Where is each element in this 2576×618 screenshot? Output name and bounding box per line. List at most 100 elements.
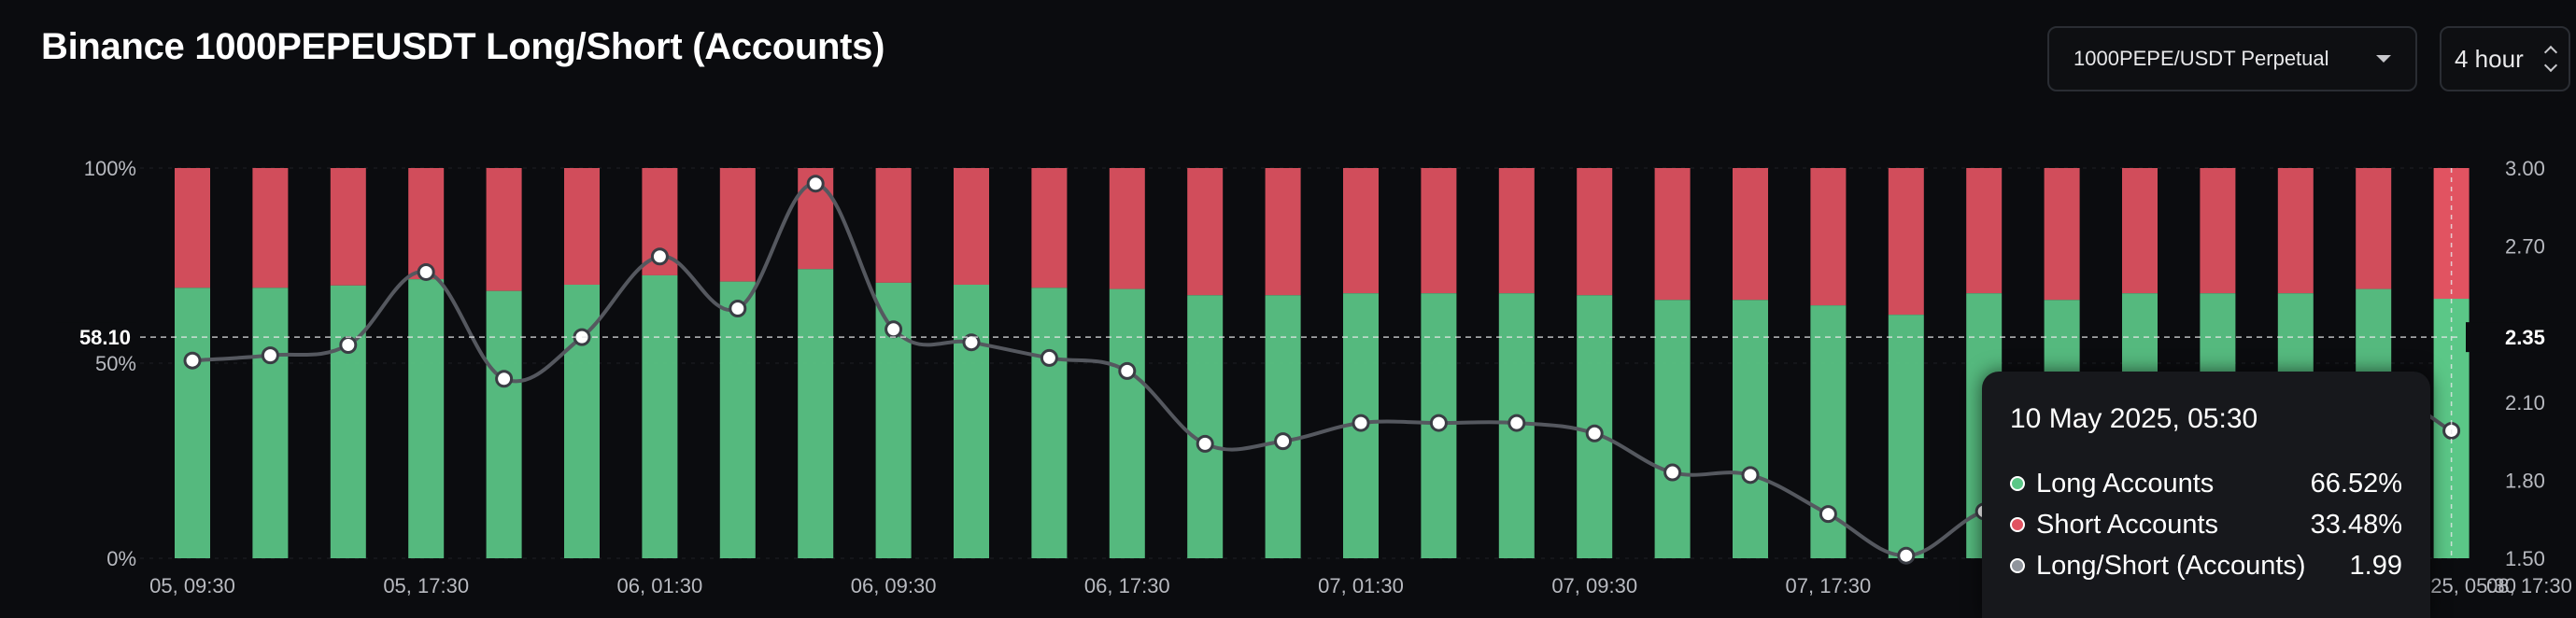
page-title: Binance 1000PEPEUSDT Long/Short (Account… <box>41 26 885 67</box>
short-bar <box>1031 168 1068 288</box>
long-bar <box>330 285 366 558</box>
short-bar <box>2200 168 2236 294</box>
short-bar <box>1577 168 1613 296</box>
ratio-point <box>806 175 825 193</box>
long-bar <box>486 290 522 558</box>
x-tick-label: 08, 17:30 <box>2486 574 2572 597</box>
ratio-point <box>1352 414 1370 432</box>
short-dot-icon <box>2010 517 2025 532</box>
tooltip-row-long: Long Accounts 66.52% <box>2010 463 2402 504</box>
x-tick-label: 07, 01:30 <box>1318 574 1404 597</box>
long-dot-icon <box>2010 476 2025 491</box>
tooltip-date: 10 May 2025, 05:30 <box>2010 403 2258 434</box>
chart-tooltip: 10 May 2025, 05:30 Long Accounts 66.52% … <box>1982 372 2430 618</box>
long-bar <box>1888 315 1924 558</box>
tooltip-long-label: Long Accounts <box>2036 468 2215 499</box>
x-tick-label: 06, 17:30 <box>1084 574 1170 597</box>
long-bar <box>1654 300 1691 558</box>
symbol-select-value: 1000PEPE/USDT Perpetual <box>2074 47 2329 70</box>
short-bar <box>1265 168 1301 296</box>
ratio-point <box>417 262 435 281</box>
short-bar <box>1498 168 1535 294</box>
ratio-point <box>1741 466 1760 485</box>
symbol-select[interactable]: 1000PEPE/USDT Perpetual <box>2047 26 2417 91</box>
long-bar <box>1733 300 1768 558</box>
ratio-dot-icon <box>2010 558 2025 573</box>
chevron-down-icon <box>2376 55 2391 63</box>
right-tick-label: 2.70 <box>2505 235 2545 259</box>
ratio-point <box>1040 348 1058 367</box>
x-tick-label: 06, 09:30 <box>851 574 937 597</box>
x-tick-label: 05, 17:30 <box>383 574 469 597</box>
ratio-point <box>729 299 747 317</box>
tooltip-short-value: 33.48% <box>2310 509 2402 540</box>
long-bar <box>1265 295 1301 558</box>
short-bar <box>408 168 445 280</box>
long-bar <box>408 279 445 558</box>
tooltip-ratio-label: Long/Short (Accounts) <box>2036 550 2306 581</box>
short-bar <box>719 168 756 282</box>
left-tick-label: 50% <box>95 352 136 375</box>
tooltip-short-label: Short Accounts <box>2036 509 2219 540</box>
short-bar <box>1810 168 1847 306</box>
short-bar <box>2277 168 2314 294</box>
ratio-point <box>339 335 358 354</box>
ratio-point <box>1118 361 1137 380</box>
x-tick-label: 07, 17:30 <box>1786 574 1872 597</box>
short-bar <box>1966 168 2003 294</box>
ratio-point <box>1429 414 1448 432</box>
ratio-point <box>261 346 279 365</box>
long-bar <box>252 288 289 558</box>
ratio-point <box>1196 434 1214 453</box>
short-bar <box>1109 168 1145 289</box>
crosshair-right-value: 2.35 <box>2505 326 2545 349</box>
long-bar <box>1109 288 1145 558</box>
short-bar <box>875 168 912 283</box>
tooltip-row-ratio: Long/Short (Accounts) 1.99 <box>2010 545 2402 586</box>
ratio-point <box>1819 505 1837 524</box>
right-tick-label: 1.50 <box>2505 547 2545 570</box>
right-tick-label: 3.00 <box>2505 157 2545 180</box>
short-bar <box>954 168 989 285</box>
long-bar <box>798 269 834 558</box>
ratio-point <box>1897 546 1916 565</box>
short-bar <box>2122 168 2158 294</box>
crosshair-left-badge <box>56 322 136 353</box>
ratio-point <box>1663 463 1682 482</box>
short-bar <box>1654 168 1691 301</box>
right-tick-label: 2.10 <box>2505 391 2545 414</box>
short-bar <box>1343 168 1379 294</box>
short-bar <box>1888 168 1924 316</box>
ratio-point <box>885 320 903 339</box>
ratio-point <box>962 333 981 352</box>
short-bar <box>1187 168 1224 296</box>
crosshair-right-badge <box>2466 322 2550 353</box>
short-bar <box>175 168 210 288</box>
tooltip-row-short: Short Accounts 33.48% <box>2010 504 2402 545</box>
crosshair-left-value: 58.10 <box>79 326 131 349</box>
long-bar <box>175 288 210 558</box>
tooltip-ratio-value: 1.99 <box>2349 550 2402 581</box>
x-tick-label: 06, 01:30 <box>617 574 703 597</box>
interval-select-value: 4 hour <box>2455 44 2524 73</box>
long-bar <box>642 274 678 558</box>
long-bar <box>1031 288 1068 558</box>
ratio-point <box>1507 414 1526 432</box>
long-bar <box>954 284 989 558</box>
short-bar <box>1421 168 1457 294</box>
ratio-point <box>1585 424 1604 442</box>
right-tick-label: 1.80 <box>2505 469 2545 492</box>
long-bar <box>1187 295 1224 558</box>
left-tick-label: 100% <box>84 157 136 180</box>
x-tick-label: 05, 09:30 <box>149 574 235 597</box>
short-bar <box>564 168 600 285</box>
ratio-point <box>650 247 669 266</box>
ratio-point <box>1274 432 1293 451</box>
ratio-point <box>495 370 514 388</box>
interval-select[interactable]: 4 hour <box>2440 26 2570 91</box>
tooltip-long-value: 66.52% <box>2310 468 2402 499</box>
ratio-point <box>183 351 202 370</box>
short-bar <box>486 168 522 291</box>
left-tick-label: 0% <box>106 547 136 570</box>
long-bar <box>719 281 756 558</box>
